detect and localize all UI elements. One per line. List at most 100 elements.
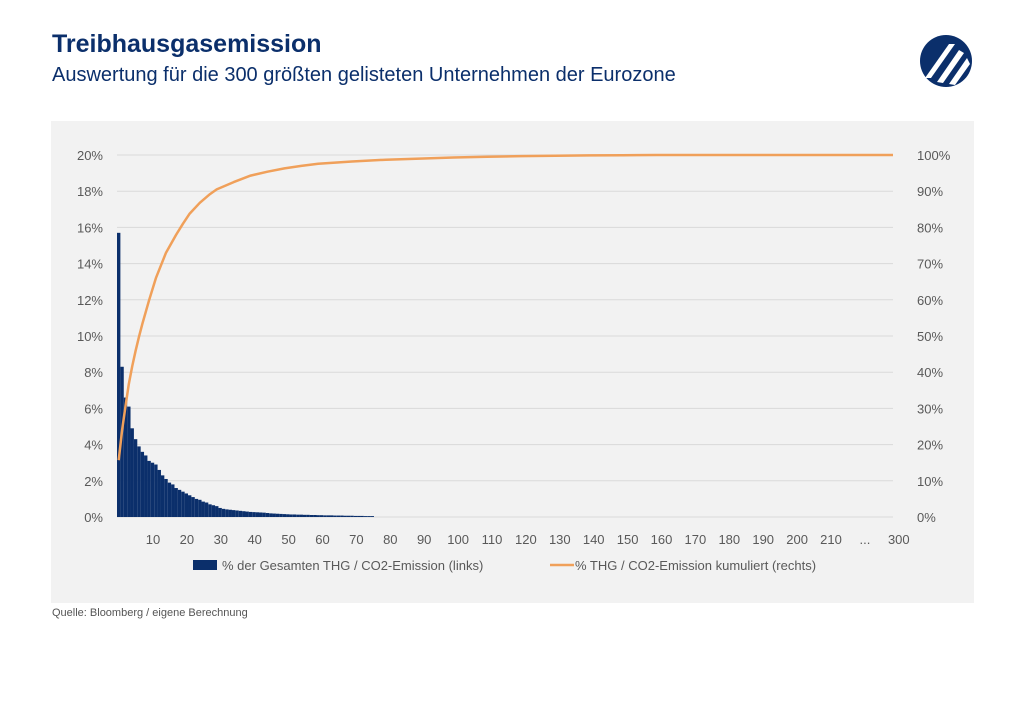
- bar: [167, 482, 172, 517]
- bar: [164, 478, 168, 517]
- bar: [343, 515, 347, 517]
- bar: [309, 515, 314, 517]
- bar: [360, 515, 364, 517]
- bar: [299, 514, 303, 517]
- bar: [147, 460, 151, 517]
- bar: [330, 515, 334, 517]
- bar: [171, 484, 175, 517]
- bar: [123, 397, 128, 517]
- bar: [242, 511, 246, 517]
- bar: [367, 516, 371, 517]
- legend-bar-swatch: [193, 560, 217, 570]
- bar: [286, 514, 290, 517]
- x-tick-label: 70: [349, 532, 363, 547]
- chart-panel: 0% 2% 4% 6% 8% 10% 12% 14% 16% 18% 20% 0% 10% 20% 30% 4…: [51, 121, 974, 603]
- bar: [225, 509, 229, 517]
- bar: [255, 512, 260, 517]
- x-tick-label: 20: [180, 532, 194, 547]
- bar: [323, 515, 327, 517]
- bar: [302, 514, 307, 517]
- bar: [140, 451, 145, 517]
- bar: [194, 498, 199, 517]
- bar: [127, 406, 131, 517]
- bar: [228, 509, 232, 517]
- cumulative-line: [117, 153, 893, 461]
- x-tick-label: ...: [859, 532, 870, 547]
- bar: [353, 515, 358, 517]
- x-tick-label: 200: [786, 532, 808, 547]
- bar: [188, 495, 192, 517]
- x-tick-label: 170: [685, 532, 707, 547]
- bar: [235, 510, 239, 517]
- bar: [279, 513, 283, 517]
- y-left-tick-label: 12%: [77, 293, 103, 308]
- x-tick-label: 120: [515, 532, 537, 547]
- bar: [292, 514, 297, 517]
- legend-line-label: % THG / CO2-Emission kumuliert (rechts): [575, 558, 816, 573]
- bar: [289, 514, 293, 517]
- bar: [357, 515, 361, 517]
- bar: [221, 508, 226, 517]
- x-tick-label: 190: [752, 532, 774, 547]
- bar: [204, 502, 209, 517]
- bar: [181, 491, 185, 517]
- x-tick-label: 40: [247, 532, 261, 547]
- y-right-tick-label: 40%: [917, 365, 943, 380]
- bar: [201, 501, 205, 517]
- x-tick-label: 300: [888, 532, 910, 547]
- bar: [350, 515, 354, 517]
- legend-bar-label: % der Gesamten THG / CO2-Emission (links…: [222, 558, 483, 573]
- y-left-tick-label: 14%: [77, 257, 103, 272]
- bar: [296, 514, 300, 517]
- bar: [319, 515, 324, 517]
- y-right-tick-label: 50%: [917, 329, 943, 344]
- bar: [272, 513, 276, 517]
- bar: [316, 515, 320, 517]
- bar: [363, 516, 368, 517]
- bar: [262, 512, 266, 517]
- bar: [248, 511, 253, 517]
- bar: [177, 489, 182, 517]
- bar: [184, 493, 189, 517]
- y-left-tick-label: 6%: [84, 401, 103, 416]
- bar: [259, 512, 263, 517]
- company-logo-icon: [920, 35, 972, 87]
- bar: [144, 455, 148, 517]
- page-title: Treibhausgasemission: [52, 30, 322, 58]
- x-tick-label: 10: [146, 532, 160, 547]
- x-tick-label: 90: [417, 532, 431, 547]
- bar: [157, 469, 161, 517]
- y-right-tick-label: 20%: [917, 438, 943, 453]
- bar: [215, 506, 219, 517]
- y-right-tick-label: 30%: [917, 401, 943, 416]
- x-tick-label: 180: [718, 532, 740, 547]
- x-tick-label: 30: [214, 532, 228, 547]
- x-tick-label: 130: [549, 532, 571, 547]
- bar: [218, 507, 222, 517]
- bar: [336, 515, 341, 517]
- y-right-tick-label: 80%: [917, 220, 943, 235]
- bar: [333, 515, 337, 517]
- y-right-tick-label: 70%: [917, 257, 943, 272]
- x-tick-label: 110: [482, 532, 503, 547]
- bar: [137, 446, 141, 517]
- bar: [198, 499, 202, 517]
- bar: [150, 462, 155, 517]
- bar: [346, 515, 351, 517]
- bar: [130, 428, 134, 517]
- bar: [252, 512, 256, 517]
- bar: [174, 488, 178, 517]
- x-tick-label: 160: [651, 532, 673, 547]
- y-left-tick-label: 2%: [84, 474, 103, 489]
- y-left-tick-label: 20%: [77, 148, 103, 163]
- y-right-tick-label: 0%: [917, 510, 936, 525]
- x-tick-label: 140: [583, 532, 605, 547]
- x-tick-label: 80: [383, 532, 397, 547]
- x-tick-label: 60: [315, 532, 329, 547]
- bar: [231, 510, 236, 517]
- bar: [160, 475, 165, 517]
- y-left-tick-label: 0%: [84, 510, 103, 525]
- x-tick-label: 50: [281, 532, 295, 547]
- bar: [154, 464, 158, 517]
- y-left-tick-label: 10%: [77, 329, 103, 344]
